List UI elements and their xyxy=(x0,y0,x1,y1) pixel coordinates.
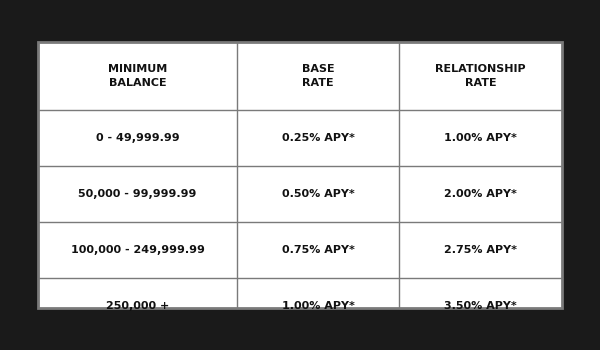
Text: 0.25% APY*: 0.25% APY* xyxy=(282,133,355,143)
Text: 0 - 49,999.99: 0 - 49,999.99 xyxy=(95,133,179,143)
Text: 1.00% APY*: 1.00% APY* xyxy=(282,301,355,311)
Bar xyxy=(38,42,562,308)
Text: 0.50% APY*: 0.50% APY* xyxy=(282,189,355,199)
Text: 250,000 +: 250,000 + xyxy=(106,301,169,311)
Text: 2.00% APY*: 2.00% APY* xyxy=(445,189,517,199)
Text: RELATIONSHIP
RATE: RELATIONSHIP RATE xyxy=(436,64,526,88)
Text: 1.00% APY*: 1.00% APY* xyxy=(445,133,517,143)
Text: 3.50% APY*: 3.50% APY* xyxy=(445,301,517,311)
Text: 50,000 - 99,999.99: 50,000 - 99,999.99 xyxy=(78,189,197,199)
Text: 0.75% APY*: 0.75% APY* xyxy=(282,245,355,255)
Text: BASE
RATE: BASE RATE xyxy=(302,64,335,88)
Text: MINIMUM
BALANCE: MINIMUM BALANCE xyxy=(108,64,167,88)
Text: 2.75% APY*: 2.75% APY* xyxy=(444,245,517,255)
Text: 100,000 - 249,999.99: 100,000 - 249,999.99 xyxy=(71,245,205,255)
Bar xyxy=(38,42,562,308)
